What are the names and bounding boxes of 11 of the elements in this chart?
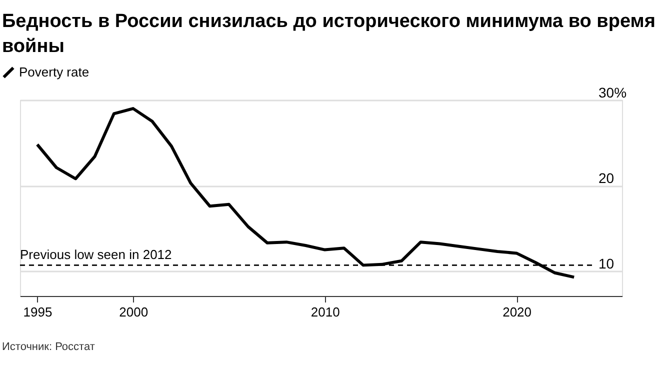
chart-title: Бедность в России снизилась до исторического минимума во время войны xyxy=(2,11,656,57)
text: Источник: Росстат xyxy=(2,341,95,353)
legend-label: Poverty rate xyxy=(19,64,90,80)
ref-line-label: Previous low seen in 2012 xyxy=(20,247,172,262)
y-tick-label: 20 xyxy=(598,170,614,186)
x-tick-label: 1995 xyxy=(23,304,52,320)
x-tick-label: 2020 xyxy=(502,304,532,320)
y-tick-label: 10 xyxy=(598,256,614,272)
x-tick-label: 2000 xyxy=(119,304,148,320)
x-tick-label: 2010 xyxy=(310,304,340,320)
y-tick-label: 30% xyxy=(598,84,627,100)
